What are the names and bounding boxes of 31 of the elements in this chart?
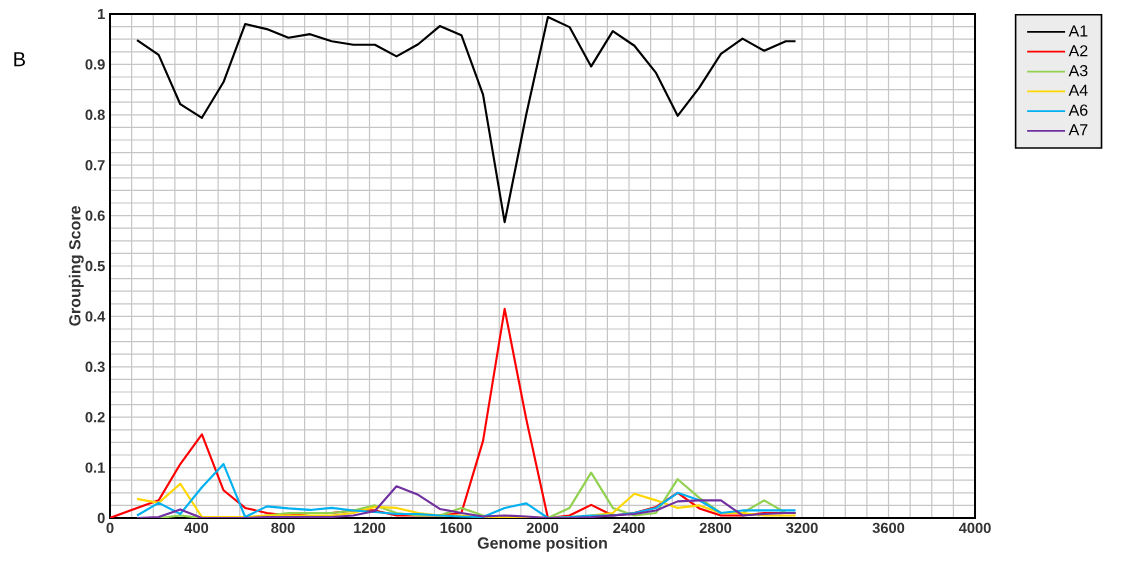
x-tick-label: 2400: [613, 522, 645, 534]
x-tick-label: 2800: [699, 522, 732, 534]
legend-label: A1: [1068, 25, 1088, 37]
x-tick-label: 3200: [786, 522, 818, 534]
y-axis-title: Grouping Score: [68, 206, 84, 326]
x-tick-label: 0: [106, 522, 114, 534]
y-tick-label: 0: [97, 512, 105, 524]
x-tick-label: 400: [184, 522, 209, 534]
text: B: [14, 52, 25, 67]
y-tick-label: 0.2: [85, 412, 105, 423]
y-tick-label: 0.9: [85, 59, 105, 70]
y-tick-label: 0.5: [85, 260, 105, 272]
x-tick-label: 2000: [526, 522, 559, 534]
y-tick-label: 0.1: [85, 462, 105, 473]
y-tick-label: 0.4: [85, 311, 106, 322]
y-tick-label: 0.3: [85, 361, 105, 372]
y-tick-label: 0.7: [85, 160, 105, 171]
x-tick-label: 1200: [354, 522, 386, 534]
legend-label: A6: [1068, 104, 1088, 116]
legend-label: A3: [1068, 64, 1088, 77]
x-tick-label: 3600: [872, 522, 905, 534]
x-tick-label: 800: [271, 522, 295, 534]
x-tick-label: 4000: [958, 522, 991, 534]
y-tick-label: 0.6: [85, 210, 105, 221]
legend-label: A4: [1068, 84, 1088, 96]
legend-label: A2: [1068, 45, 1088, 57]
y-tick-label: 0.8: [85, 109, 105, 120]
x-axis-title: Genome position: [477, 536, 607, 552]
y-tick-label: 1: [98, 8, 105, 20]
legend-label: A7: [1068, 124, 1088, 136]
x-tick-label: 1600: [440, 522, 472, 534]
